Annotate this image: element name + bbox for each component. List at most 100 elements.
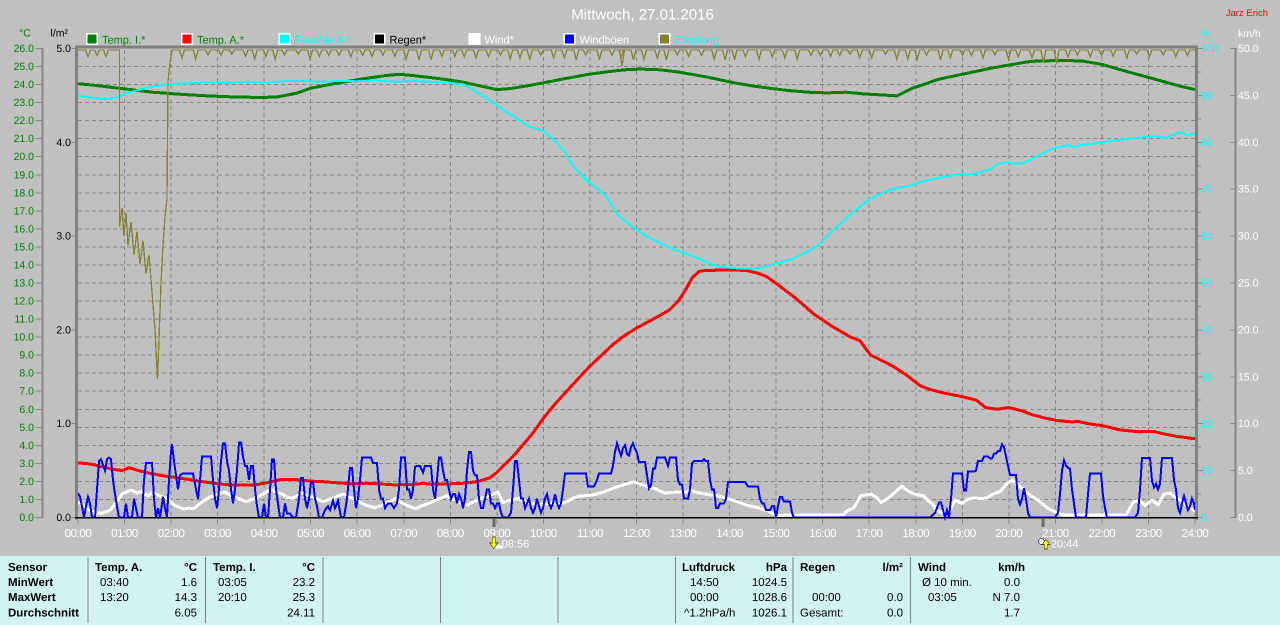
svg-text:50.0: 50.0 <box>1238 43 1259 55</box>
svg-text:25.0: 25.0 <box>1238 278 1259 290</box>
svg-text:13:00: 13:00 <box>670 528 697 540</box>
svg-text:Gesamt:: Gesamt: <box>800 607 843 619</box>
svg-text:1.0: 1.0 <box>56 418 71 430</box>
svg-text:Temp. I.: Temp. I. <box>213 562 256 574</box>
svg-text:5.0: 5.0 <box>1238 465 1253 477</box>
svg-text:Ø 10 min.: Ø 10 min. <box>922 577 972 589</box>
svg-text:10.0: 10.0 <box>14 332 35 344</box>
svg-text:12.0: 12.0 <box>14 296 35 308</box>
svg-text:80: 80 <box>1201 137 1213 149</box>
svg-text:l/m²: l/m² <box>51 28 69 40</box>
svg-text:19.0: 19.0 <box>14 169 35 181</box>
svg-text:05:00: 05:00 <box>297 528 324 540</box>
svg-text:km/h: km/h <box>998 562 1025 574</box>
svg-text:16:00: 16:00 <box>809 528 836 540</box>
svg-text:°C: °C <box>184 562 197 574</box>
svg-text:10.0: 10.0 <box>1238 418 1259 430</box>
svg-text:Temp. I.*: Temp. I.* <box>102 35 146 47</box>
svg-text:60: 60 <box>1201 231 1213 243</box>
svg-text:2.0: 2.0 <box>19 476 34 488</box>
svg-text:20:44: 20:44 <box>1051 539 1079 551</box>
svg-text:23.2: 23.2 <box>293 577 315 589</box>
svg-text:03:05: 03:05 <box>928 592 957 604</box>
svg-text:20:00: 20:00 <box>995 528 1022 540</box>
svg-text:40: 40 <box>1201 324 1213 336</box>
svg-text:13.0: 13.0 <box>14 278 35 290</box>
svg-text:15.0: 15.0 <box>1238 371 1259 383</box>
svg-text:00:00: 00:00 <box>690 592 719 604</box>
svg-text:25.0: 25.0 <box>14 61 35 73</box>
svg-text:%: % <box>1201 28 1210 40</box>
svg-text:16.0: 16.0 <box>14 223 35 235</box>
svg-text:hPa: hPa <box>766 562 788 574</box>
svg-text:Regen: Regen <box>800 562 835 574</box>
svg-text:8.0: 8.0 <box>19 368 34 380</box>
svg-text:Windböen: Windböen <box>580 35 630 47</box>
svg-text:0.0: 0.0 <box>56 512 71 524</box>
svg-text:26.0: 26.0 <box>14 43 35 55</box>
svg-text:04:00: 04:00 <box>251 528 278 540</box>
svg-text:02:00: 02:00 <box>158 528 185 540</box>
svg-text:MinWert: MinWert <box>8 577 53 589</box>
svg-text:24.11: 24.11 <box>287 607 315 619</box>
svg-text:0.0: 0.0 <box>1004 577 1020 589</box>
svg-text:15.0: 15.0 <box>14 241 35 253</box>
svg-text:Wind*: Wind* <box>485 35 515 47</box>
svg-text:0.0: 0.0 <box>19 512 34 524</box>
svg-text:Wind: Wind <box>918 562 946 574</box>
svg-text:0.0: 0.0 <box>887 607 903 619</box>
svg-text:24.0: 24.0 <box>14 79 35 91</box>
svg-text:Temp. A.*: Temp. A.* <box>197 35 245 47</box>
svg-text:100: 100 <box>1201 43 1219 55</box>
svg-text:20: 20 <box>1201 418 1213 430</box>
svg-text:14:50: 14:50 <box>690 577 719 589</box>
svg-text:Empfang: Empfang <box>675 35 719 47</box>
svg-text:90: 90 <box>1201 90 1213 102</box>
svg-text:22:00: 22:00 <box>1089 528 1116 540</box>
svg-text:3.0: 3.0 <box>19 458 34 470</box>
svg-text:14:00: 14:00 <box>716 528 743 540</box>
svg-text:Mittwoch, 27.01.2016: Mittwoch, 27.01.2016 <box>571 7 714 24</box>
svg-text:03:40: 03:40 <box>100 577 129 589</box>
svg-text:4.0: 4.0 <box>56 137 71 149</box>
svg-text:40.0: 40.0 <box>1238 137 1259 149</box>
svg-text:9.0: 9.0 <box>19 350 34 362</box>
svg-text:°C: °C <box>302 562 315 574</box>
svg-text:7.0: 7.0 <box>19 386 34 398</box>
svg-text:45.0: 45.0 <box>1238 90 1259 102</box>
svg-text:2.0: 2.0 <box>56 324 71 336</box>
svg-text:06:00: 06:00 <box>344 528 371 540</box>
svg-text:Sensor: Sensor <box>8 562 48 574</box>
svg-text:24:00: 24:00 <box>1182 528 1209 540</box>
svg-text:14.3: 14.3 <box>175 592 197 604</box>
svg-text:70: 70 <box>1201 184 1213 196</box>
svg-text:30.0: 30.0 <box>1238 231 1259 243</box>
svg-text:1.0: 1.0 <box>19 494 34 506</box>
svg-text:1.6: 1.6 <box>181 577 197 589</box>
svg-text:21.0: 21.0 <box>14 133 35 145</box>
svg-text:1028.6: 1028.6 <box>752 592 787 604</box>
svg-text:Temp. A.: Temp. A. <box>95 562 142 574</box>
svg-text:18.0: 18.0 <box>14 187 35 199</box>
svg-text:11:00: 11:00 <box>577 528 603 540</box>
svg-text:15:00: 15:00 <box>763 528 790 540</box>
svg-text:1.7: 1.7 <box>1004 607 1020 619</box>
svg-text:08:00: 08:00 <box>437 528 464 540</box>
svg-text:23:00: 23:00 <box>1135 528 1162 540</box>
svg-text:18:00: 18:00 <box>902 528 929 540</box>
svg-text:19:00: 19:00 <box>949 528 976 540</box>
svg-text:17.0: 17.0 <box>14 205 35 217</box>
svg-text:20:10: 20:10 <box>218 592 247 604</box>
svg-text:Feuchte A.*: Feuchte A.* <box>295 35 353 47</box>
svg-text:N 7.0: N 7.0 <box>993 592 1021 604</box>
svg-text:00:00: 00:00 <box>812 592 841 604</box>
svg-text:5.0: 5.0 <box>56 43 71 55</box>
svg-text:00:00: 00:00 <box>65 528 92 540</box>
svg-text:09:00: 09:00 <box>484 528 511 540</box>
svg-text:^1.2hPa/h: ^1.2hPa/h <box>684 607 735 619</box>
svg-text:22.0: 22.0 <box>14 115 35 127</box>
svg-text:21:00: 21:00 <box>1042 528 1069 540</box>
svg-text:5.0: 5.0 <box>19 422 34 434</box>
svg-text:10: 10 <box>1201 465 1213 477</box>
svg-text:20.0: 20.0 <box>14 151 35 163</box>
